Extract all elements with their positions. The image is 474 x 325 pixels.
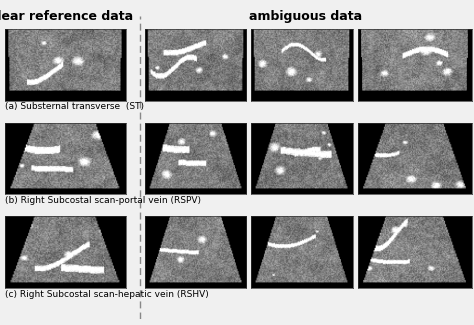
Text: (c) Right Subcostal scan-hepatic vein (RSHV): (c) Right Subcostal scan-hepatic vein (R… xyxy=(5,290,209,299)
Text: ambiguous data: ambiguous data xyxy=(249,10,362,23)
Text: (b) Right Subcostal scan-portal vein (RSPV): (b) Right Subcostal scan-portal vein (RS… xyxy=(5,196,201,205)
Text: (a) Substernal transverse  (ST): (a) Substernal transverse (ST) xyxy=(5,102,144,111)
Text: clear reference data: clear reference data xyxy=(0,10,133,23)
